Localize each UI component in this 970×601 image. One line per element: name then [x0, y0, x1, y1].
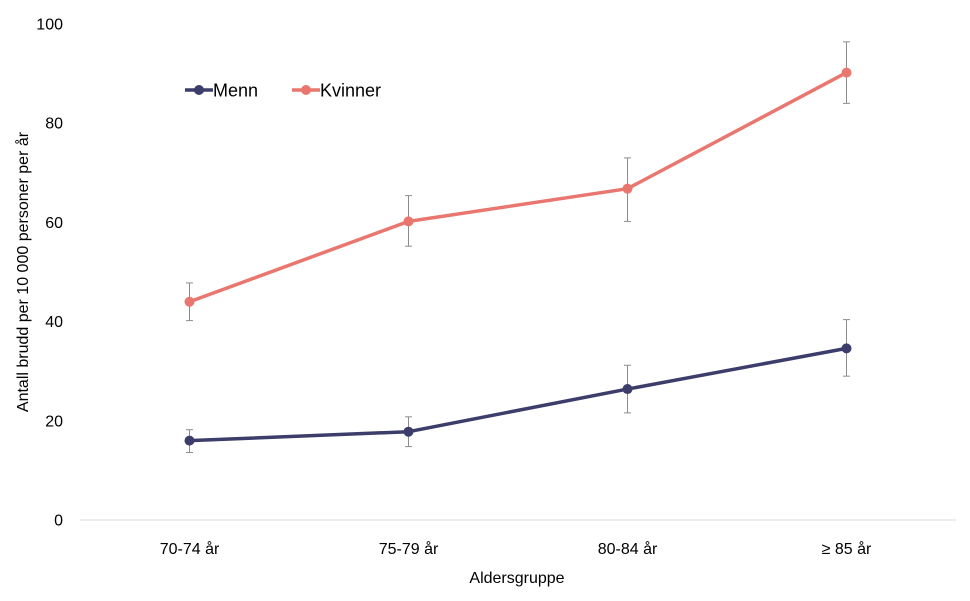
y-axis-title: Antall brudd per 10 000 personer per år [14, 131, 32, 412]
series-lines [187, 70, 849, 443]
data-point-menn [841, 343, 852, 354]
y-axis-ticks: 0 20 40 60 80 100 [36, 17, 63, 530]
series-line-menn [187, 346, 849, 443]
legend: Menn Kvinner [185, 81, 381, 101]
y-tick-label: 20 [45, 413, 63, 430]
y-tick-label: 80 [45, 116, 63, 133]
x-tick-label: 80-84 år [598, 540, 658, 558]
y-tick-label: 0 [54, 513, 63, 530]
error-bars [186, 41, 850, 454]
data-point-kvinner [841, 67, 852, 78]
x-axis-ticks: 70-74 år 75-79 år 80-84 år ≥ 85 år [160, 540, 872, 558]
legend-label: Menn [213, 81, 258, 101]
y-tick-label: 40 [45, 314, 63, 331]
legend-marker [194, 85, 204, 95]
legend-item-menn: Menn [185, 81, 258, 101]
x-tick-label: 70-74 år [160, 540, 220, 558]
series-line-kvinner [187, 70, 849, 304]
x-tick-label: 75-79 år [379, 540, 439, 558]
data-point-kvinner [403, 216, 414, 227]
y-tick-label: 100 [36, 17, 63, 34]
data-point-kvinner [184, 296, 195, 307]
data-point-menn [622, 384, 633, 395]
legend-marker [301, 85, 311, 95]
series-points [184, 67, 852, 446]
legend-item-kvinner: Kvinner [292, 81, 381, 101]
y-tick-label: 60 [45, 215, 63, 232]
data-point-menn [403, 426, 414, 437]
x-tick-label: ≥ 85 år [822, 540, 872, 558]
data-point-menn [184, 435, 195, 446]
x-axis-title: Aldersgruppe [469, 570, 564, 587]
data-point-kvinner [622, 183, 633, 194]
legend-label: Kvinner [320, 81, 381, 101]
